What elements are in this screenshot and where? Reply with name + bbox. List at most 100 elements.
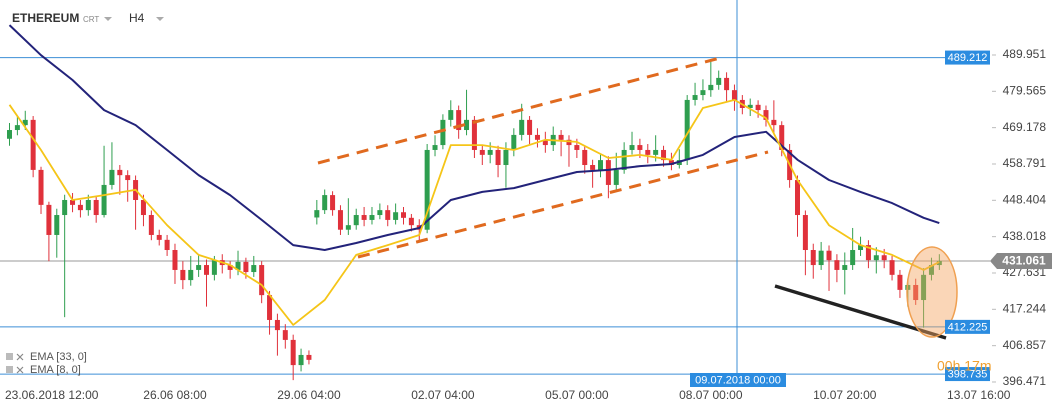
- timeframe[interactable]: H4: [129, 11, 145, 25]
- candle-body: [109, 169, 115, 185]
- candle-body: [566, 139, 572, 146]
- candle-body: [432, 145, 438, 150]
- candle-body: [156, 234, 162, 240]
- candle-body: [889, 260, 895, 275]
- candle-body: [527, 119, 533, 135]
- legend-label: EMA [33, 0]: [30, 351, 87, 363]
- mark-layer: [7, 24, 942, 381]
- candle-body: [211, 260, 217, 275]
- candle-body: [503, 149, 509, 166]
- candle-body: [708, 84, 714, 91]
- candle-body: [282, 330, 288, 340]
- candle-body: [716, 77, 722, 85]
- candle-body: [385, 210, 391, 220]
- candle-body: [196, 265, 202, 270]
- candle-body: [913, 284, 919, 301]
- highlight-ellipse: [906, 246, 958, 338]
- legend-label: EMA [8, 0]: [30, 364, 81, 376]
- candle-body: [440, 119, 446, 146]
- y-tick-label: 396.471: [1003, 374, 1047, 388]
- candle-body: [353, 215, 359, 226]
- candle-body: [361, 215, 367, 220]
- overlay-layer: EMA [33, 0]EMA [8, 0] 489.212 412.225 398.7…: [6, 50, 1052, 387]
- candle-body: [511, 134, 517, 150]
- level-label: 398.735: [948, 368, 988, 380]
- candle-body: [38, 169, 44, 205]
- candle-body: [306, 354, 312, 360]
- level-label-box: [945, 50, 990, 65]
- candle-body: [881, 255, 887, 261]
- legend-icon[interactable]: [6, 353, 13, 360]
- candle-body: [140, 199, 146, 216]
- candle-body: [700, 90, 706, 96]
- candle-body: [818, 250, 824, 266]
- candle-body: [77, 204, 83, 211]
- candle-body: [251, 265, 257, 273]
- candle-body: [377, 210, 383, 216]
- candle-body: [534, 134, 540, 140]
- x-tick-label: 23.06.2018 12:00: [5, 388, 99, 402]
- dropdown-arrow[interactable]: [156, 17, 164, 21]
- candle-body: [322, 195, 328, 211]
- level-label: 489.212: [948, 52, 988, 64]
- candle-body: [779, 125, 785, 150]
- candle-body: [85, 199, 91, 211]
- candle-body: [408, 217, 414, 226]
- y-tick-label: 458.791: [1003, 156, 1047, 170]
- candle-body: [401, 212, 406, 218]
- candle-body: [590, 165, 596, 170]
- channel-upper: [317, 56, 721, 165]
- y-tick-label: 406.857: [1003, 338, 1047, 352]
- candle-body: [810, 250, 816, 266]
- candle-body: [164, 239, 170, 251]
- legend-icon[interactable]: [6, 366, 13, 373]
- x-tick-label: 13.07 16:00: [947, 388, 1011, 402]
- instrument-type: CRT: [83, 15, 99, 24]
- candle-body: [243, 261, 249, 273]
- candle-body: [14, 125, 20, 131]
- x-tick-label: 02.07 04:00: [411, 388, 475, 402]
- candle-body: [70, 199, 76, 205]
- candle-body: [921, 274, 927, 301]
- candle-body: [629, 145, 635, 150]
- candle-body: [180, 269, 186, 281]
- plot-layer: 396.471406.857417.244427.631438.018448.4…: [0, 47, 1046, 402]
- candle-body: [574, 145, 580, 150]
- candle-body: [834, 260, 840, 270]
- candle-body: [621, 149, 627, 170]
- current-price-label: 431.061: [1002, 254, 1046, 268]
- candle-body: [393, 212, 399, 220]
- candle-body: [424, 149, 430, 230]
- candle-body: [755, 104, 761, 111]
- legend-close[interactable]: [16, 353, 24, 361]
- candle-body: [865, 245, 871, 261]
- candle-body: [456, 110, 462, 131]
- candle-body: [290, 339, 296, 366]
- legend-close[interactable]: [16, 366, 24, 374]
- candle-body: [274, 319, 280, 331]
- candle-body: [259, 265, 265, 296]
- candle-body: [653, 149, 659, 155]
- candle-body: [897, 274, 903, 290]
- toolbar: ETHEREUM CRT H4: [12, 11, 164, 25]
- candle-body: [30, 119, 36, 170]
- candle-body: [605, 160, 611, 185]
- dropdown-arrow[interactable]: [104, 17, 112, 21]
- candle-body: [337, 210, 343, 230]
- candle-body: [928, 265, 934, 275]
- candle-body: [692, 95, 698, 100]
- x-tick-label: 05.07 00:00: [545, 388, 609, 402]
- candle-body: [519, 119, 525, 135]
- candle-body: [724, 77, 730, 91]
- candle-body: [298, 354, 304, 366]
- candle-body: [148, 215, 154, 235]
- ema-line: [8, 24, 940, 251]
- y-tick-label: 489.951: [1003, 47, 1047, 61]
- candle-body: [172, 250, 178, 270]
- y-tick-label: 479.565: [1003, 83, 1047, 97]
- candle-body: [117, 169, 123, 176]
- candle-body: [826, 250, 832, 261]
- candle-body: [850, 250, 856, 266]
- symbol[interactable]: ETHEREUM: [12, 11, 79, 25]
